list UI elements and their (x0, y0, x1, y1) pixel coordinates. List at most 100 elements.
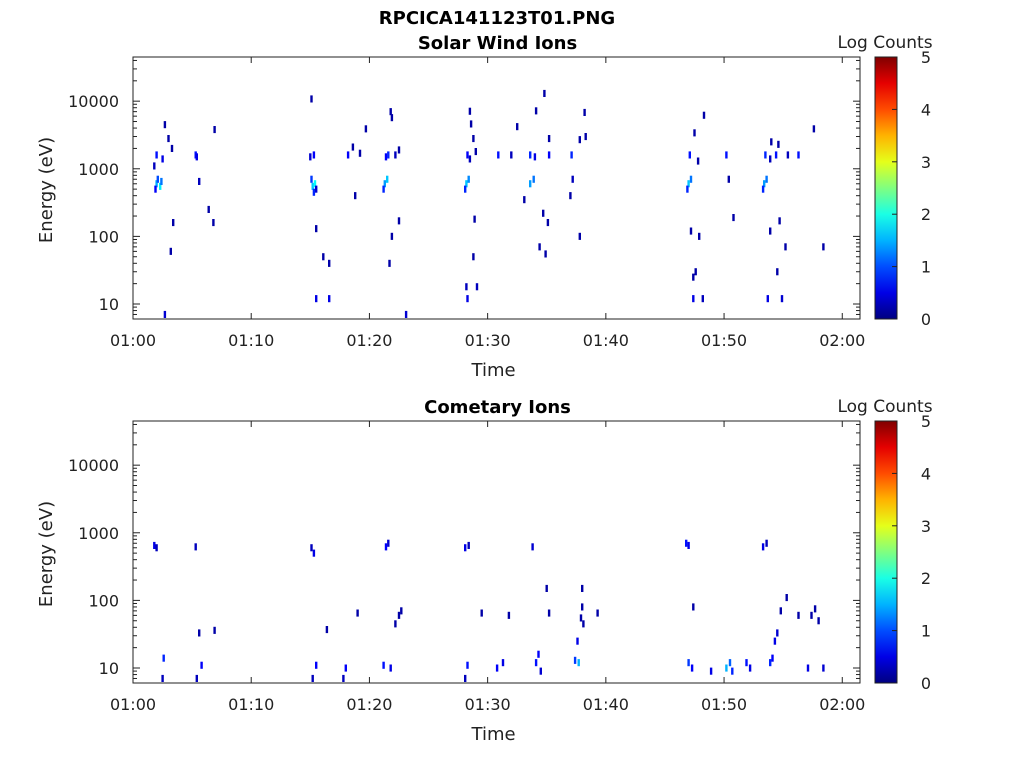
data-cell (538, 243, 541, 251)
data-cell (797, 611, 800, 619)
data-cell (770, 138, 773, 146)
data-cell (822, 664, 825, 672)
colorbar-tick-label: 3 (921, 517, 931, 536)
data-cell (162, 654, 165, 662)
data-cell (155, 180, 158, 188)
data-cell (495, 664, 499, 672)
data-cell (578, 136, 581, 144)
figure-title: RPCICA141123T01.PNG (379, 8, 615, 29)
data-cell (169, 247, 172, 255)
data-cell (785, 594, 788, 602)
data-cell (583, 108, 586, 116)
data-cell (315, 661, 318, 669)
data-cell (534, 659, 538, 667)
data-cell (356, 609, 359, 617)
data-cell (769, 227, 772, 235)
data-cell (358, 149, 362, 157)
y-tick-label: 10 (99, 295, 119, 314)
data-cell (153, 162, 156, 170)
panel-title: Solar Wind Ions (418, 33, 577, 54)
data-cell (689, 175, 693, 183)
data-cell (154, 185, 157, 193)
data-cell (778, 217, 781, 225)
data-cell (312, 188, 316, 196)
data-cell (328, 259, 331, 267)
data-cell (325, 626, 329, 634)
data-cell (569, 192, 572, 200)
data-cell (732, 214, 735, 222)
data-cell (529, 151, 532, 159)
data-cell (315, 295, 318, 303)
data-cell (692, 295, 695, 303)
data-cell (579, 614, 583, 622)
data-cell (545, 584, 548, 592)
x-tick-label: 02:00 (819, 331, 865, 350)
data-cell (213, 126, 216, 134)
data-cell (728, 659, 732, 667)
colorbar-tick-label: 2 (921, 569, 931, 588)
y-tick-label: 1000 (78, 160, 119, 179)
data-cell (576, 637, 579, 645)
data-cell (351, 143, 355, 151)
data-cell (466, 661, 469, 669)
y-tick-label: 1000 (78, 524, 119, 543)
data-cell (472, 253, 475, 261)
data-cell (696, 157, 700, 165)
colorbar-tick-label: 2 (921, 205, 931, 224)
data-cell (507, 611, 511, 619)
data-cell (394, 151, 397, 159)
data-cell (466, 151, 469, 159)
data-cell (469, 120, 473, 128)
data-cell (497, 151, 500, 159)
data-cell (584, 133, 587, 141)
data-cell (547, 151, 551, 159)
y-tick-label: 100 (88, 227, 119, 246)
data-cell (687, 180, 690, 188)
data-cell (194, 543, 197, 551)
data-cell (397, 146, 401, 154)
solar-wind-panel: 01:00 01:10 01:20 01:30 01:40 01:50 02:0010100… (36, 33, 933, 381)
data-cell (328, 295, 331, 303)
data-cell (354, 192, 357, 200)
data-cell (344, 664, 347, 672)
data-cell (161, 155, 164, 163)
data-cell (465, 283, 468, 291)
data-cell (547, 135, 551, 143)
x-tick-label: 01:50 (701, 695, 747, 714)
data-cell (213, 626, 216, 634)
data-cell (155, 544, 158, 552)
data-cell (195, 153, 198, 161)
data-cell (693, 129, 696, 137)
data-cell (533, 153, 537, 161)
x-tick-label: 01:40 (583, 331, 629, 350)
data-cell (466, 295, 469, 303)
x-tick-label: 01:40 (583, 695, 629, 714)
data-cell (170, 144, 174, 152)
y-tick-label: 10000 (68, 92, 119, 111)
data-cell (692, 603, 695, 611)
data-cell (207, 205, 210, 213)
data-cell (763, 180, 766, 188)
data-cell (465, 180, 468, 188)
data-cell (160, 177, 163, 185)
data-cell (532, 175, 535, 183)
data-cell (309, 153, 312, 161)
data-cell (475, 283, 479, 291)
data-cell (745, 659, 748, 667)
x-tick-label: 01:00 (110, 331, 156, 350)
data-cell (577, 659, 580, 667)
data-cell (765, 539, 768, 547)
data-cell (397, 611, 401, 619)
data-cell (464, 674, 467, 682)
colorbar (874, 420, 898, 684)
data-cell (346, 151, 350, 159)
data-cell (364, 125, 368, 133)
data-cell (159, 182, 162, 190)
data-cell (386, 175, 389, 183)
data-cell (467, 541, 470, 549)
data-cell (312, 549, 316, 557)
data-cell (690, 664, 694, 672)
colorbar-tick-label: 3 (921, 153, 931, 172)
y-tick-label: 100 (88, 591, 119, 610)
data-cell (581, 584, 584, 592)
